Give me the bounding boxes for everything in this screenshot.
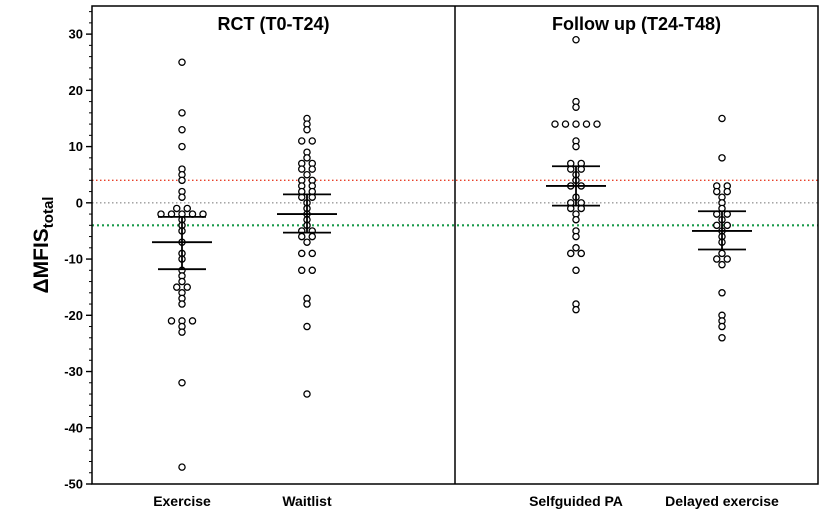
y-tick-label: -50 bbox=[64, 477, 83, 492]
data-point bbox=[572, 305, 580, 314]
y-tick-label: 0 bbox=[76, 195, 83, 210]
data-point bbox=[188, 317, 197, 325]
data-point bbox=[567, 249, 575, 258]
data-point bbox=[551, 120, 559, 128]
data-point bbox=[572, 103, 580, 111]
y-tick-label: -10 bbox=[64, 252, 83, 267]
data-point bbox=[723, 221, 732, 230]
data-point bbox=[178, 463, 186, 471]
data-point bbox=[297, 165, 306, 173]
y-tick-label: 20 bbox=[69, 83, 83, 98]
data-point bbox=[303, 390, 311, 398]
data-point bbox=[718, 322, 726, 331]
data-point bbox=[718, 154, 726, 162]
data-point bbox=[297, 266, 306, 275]
data-point bbox=[183, 283, 191, 291]
category-label: Delayed exercise bbox=[665, 493, 779, 509]
y-tick-label: -40 bbox=[64, 420, 83, 435]
data-point bbox=[178, 193, 186, 201]
data-point bbox=[718, 114, 726, 123]
y-axis-label: ΔMFIStotal bbox=[30, 197, 57, 294]
data-point bbox=[303, 125, 311, 134]
data-point bbox=[297, 232, 306, 241]
data-point bbox=[308, 137, 316, 145]
data-point bbox=[303, 322, 311, 331]
data-point bbox=[308, 165, 316, 173]
data-point bbox=[572, 35, 580, 44]
data-point bbox=[172, 283, 181, 291]
data-point bbox=[713, 221, 721, 230]
y-tick-label: 10 bbox=[69, 139, 83, 154]
data-point bbox=[178, 176, 186, 185]
y-tick-label: -30 bbox=[64, 364, 83, 379]
data-point bbox=[572, 120, 580, 128]
data-point bbox=[303, 170, 311, 179]
data-point bbox=[572, 266, 580, 275]
data-point bbox=[718, 289, 726, 297]
y-axis-label-main: ΔMFIS bbox=[30, 228, 53, 293]
data-point bbox=[582, 120, 591, 128]
data-point bbox=[561, 120, 570, 128]
data-point bbox=[178, 277, 186, 286]
data-point bbox=[572, 244, 580, 252]
data-point bbox=[718, 260, 726, 269]
data-point bbox=[172, 204, 181, 213]
data-point bbox=[723, 187, 732, 196]
data-point bbox=[178, 58, 186, 66]
data-point bbox=[713, 255, 721, 263]
data-point bbox=[308, 249, 316, 258]
data-point bbox=[577, 249, 586, 258]
data-point bbox=[178, 379, 186, 387]
data-point bbox=[178, 300, 186, 308]
panel-title: RCT (T0-T24) bbox=[218, 14, 330, 34]
data-point bbox=[308, 266, 316, 275]
data-point bbox=[178, 109, 186, 117]
data-point bbox=[713, 187, 721, 196]
data-point bbox=[723, 255, 732, 263]
category-label: Waitlist bbox=[282, 493, 332, 509]
data-point bbox=[593, 120, 601, 128]
data-point bbox=[303, 154, 311, 162]
data-point bbox=[178, 125, 186, 134]
y-axis-label-subscript: total bbox=[40, 197, 57, 229]
category-label: Exercise bbox=[153, 493, 211, 509]
data-point bbox=[297, 249, 306, 258]
data-point bbox=[167, 317, 176, 325]
data-point bbox=[183, 204, 191, 213]
data-point bbox=[308, 232, 316, 241]
y-tick-label: 30 bbox=[69, 27, 83, 42]
panel-title: Follow up (T24-T48) bbox=[552, 14, 721, 34]
data-point bbox=[572, 232, 580, 241]
data-point bbox=[297, 137, 306, 145]
y-tick-label: -20 bbox=[64, 308, 83, 323]
category-label: Selfguided PA bbox=[529, 493, 623, 509]
data-point bbox=[718, 334, 726, 342]
data-point bbox=[303, 300, 311, 308]
data-point bbox=[572, 215, 580, 224]
data-point bbox=[718, 249, 726, 258]
data-point bbox=[178, 142, 186, 151]
data-point bbox=[178, 328, 186, 336]
data-point bbox=[572, 142, 580, 151]
data-point bbox=[303, 238, 311, 246]
